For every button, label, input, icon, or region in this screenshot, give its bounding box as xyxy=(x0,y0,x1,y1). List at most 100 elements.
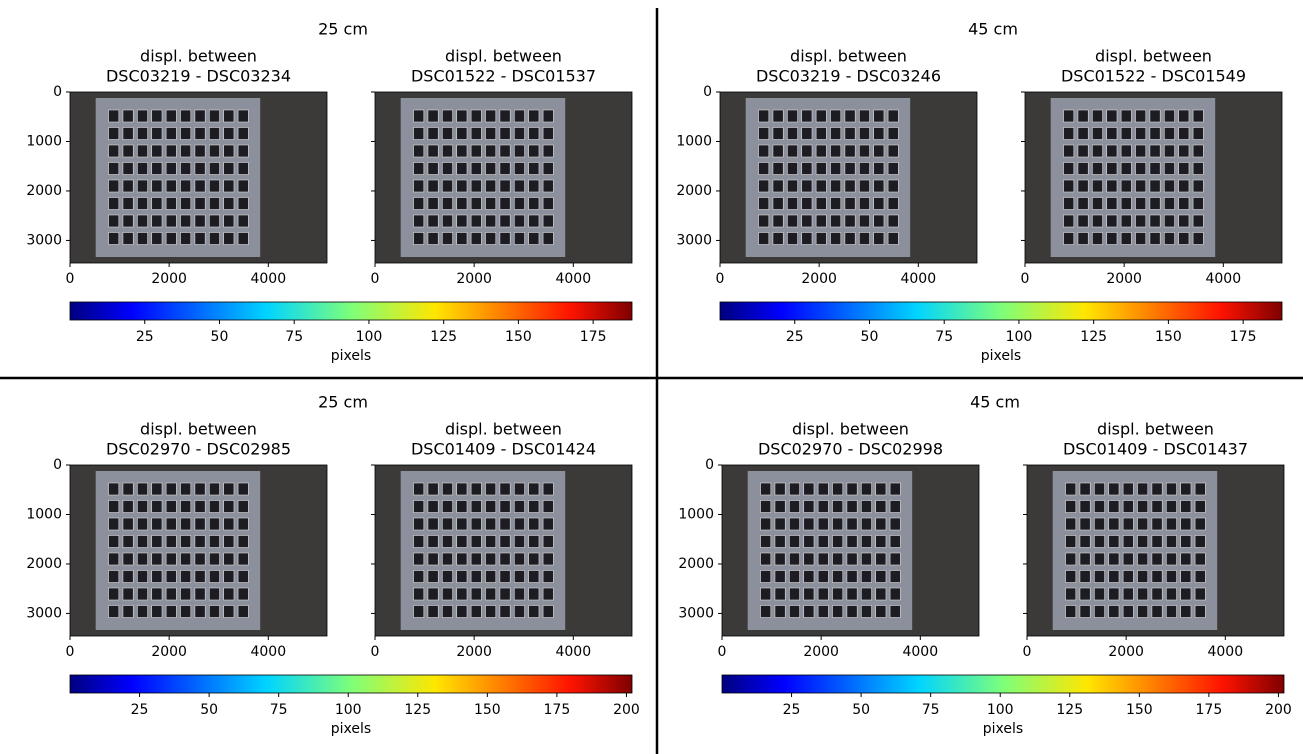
photo-marker xyxy=(859,215,869,227)
photo-marker xyxy=(1193,163,1203,175)
photo-marker xyxy=(802,180,812,192)
photo-marker xyxy=(500,215,510,227)
photo-marker xyxy=(137,483,147,495)
photo-marker xyxy=(773,145,783,157)
photo-marker xyxy=(471,571,481,583)
photo-marker xyxy=(1166,483,1176,495)
colorbar-tick-label: 100 xyxy=(356,329,383,345)
photo-marker xyxy=(414,518,424,530)
photo-marker xyxy=(831,128,841,140)
photo-marker xyxy=(514,128,524,140)
photo-marker xyxy=(833,588,843,600)
photo-marker xyxy=(1094,588,1104,600)
photo-marker xyxy=(888,215,898,227)
photo-marker xyxy=(457,553,467,565)
photo-marker xyxy=(123,483,133,495)
photo-marker xyxy=(209,163,219,175)
photo-marker xyxy=(166,198,176,210)
photo-marker xyxy=(514,518,524,530)
photo-marker xyxy=(888,128,898,140)
photo-marker xyxy=(195,163,205,175)
photo-marker xyxy=(238,606,248,618)
photo-marker xyxy=(209,233,219,245)
photo-marker xyxy=(1150,110,1160,122)
photo-marker xyxy=(123,571,133,583)
photo-marker xyxy=(1080,571,1090,583)
x-tick-label: 0 xyxy=(716,271,725,287)
photo-marker xyxy=(1193,215,1203,227)
photo-marker xyxy=(888,180,898,192)
colorbar-tick-label: 25 xyxy=(131,702,149,718)
photo-marker xyxy=(831,145,841,157)
photo-marker xyxy=(457,110,467,122)
photo-marker xyxy=(457,233,467,245)
y-tick-label: 0 xyxy=(705,457,714,473)
photo-marker xyxy=(789,606,799,618)
photo-marker xyxy=(137,501,147,513)
photo-marker xyxy=(1078,163,1088,175)
photo-marker xyxy=(500,518,510,530)
photo-marker xyxy=(1064,128,1074,140)
photo-marker xyxy=(500,536,510,548)
x-tick-label: 4000 xyxy=(250,644,286,660)
photo-marker xyxy=(759,198,769,210)
photo-marker xyxy=(152,588,162,600)
photo-marker xyxy=(761,553,771,565)
photo-marker xyxy=(1066,501,1076,513)
photo-marker xyxy=(137,145,147,157)
photo-marker xyxy=(1166,606,1176,618)
photo-marker xyxy=(181,606,191,618)
photo-marker xyxy=(1066,588,1076,600)
photo-marker xyxy=(195,198,205,210)
colorbar-label: pixels xyxy=(983,721,1023,737)
photo-marker xyxy=(1179,233,1189,245)
photo-marker xyxy=(500,145,510,157)
photo-marker xyxy=(166,215,176,227)
photo-marker xyxy=(224,606,234,618)
x-tick-label: 4000 xyxy=(555,271,591,287)
x-tick-label: 2000 xyxy=(456,271,492,287)
photo-marker xyxy=(888,163,898,175)
y-tick-label: 2000 xyxy=(678,556,714,572)
y-tick-label: 1000 xyxy=(676,133,712,149)
photo-marker xyxy=(442,180,452,192)
photo-marker xyxy=(428,128,438,140)
photo-marker xyxy=(414,588,424,600)
colorbar-tick-label: 175 xyxy=(580,329,607,345)
photo-marker xyxy=(123,501,133,513)
photo-marker xyxy=(1166,588,1176,600)
x-tick-label: 2000 xyxy=(803,644,839,660)
photo-marker xyxy=(1164,110,1174,122)
photo-marker xyxy=(209,180,219,192)
photo-marker xyxy=(861,553,871,565)
photo-marker xyxy=(1138,553,1148,565)
photo-marker xyxy=(166,553,176,565)
photo-marker xyxy=(1181,606,1191,618)
photo-marker xyxy=(761,588,771,600)
photo-marker xyxy=(238,128,248,140)
photo-marker xyxy=(888,110,898,122)
photo-marker xyxy=(238,233,248,245)
photo-marker xyxy=(471,536,481,548)
photo-marker xyxy=(442,163,452,175)
photo-marker xyxy=(238,215,248,227)
colorbar-tick-label: 25 xyxy=(783,702,801,718)
photo-marker xyxy=(787,128,797,140)
photo-marker xyxy=(1123,536,1133,548)
photo-marker xyxy=(152,536,162,548)
photo-marker xyxy=(1109,553,1119,565)
colorbar-tick-label: 100 xyxy=(335,702,362,718)
photo-marker xyxy=(442,553,452,565)
photo-marker xyxy=(137,518,147,530)
photo-marker xyxy=(209,588,219,600)
photo-marker xyxy=(457,518,467,530)
photo-marker xyxy=(137,163,147,175)
photo-marker xyxy=(1107,215,1117,227)
photo-marker xyxy=(1181,501,1191,513)
photo-marker xyxy=(847,483,857,495)
photo-marker xyxy=(818,588,828,600)
photo-marker xyxy=(166,571,176,583)
photo-marker xyxy=(543,145,553,157)
photo-marker xyxy=(845,233,855,245)
photo-marker xyxy=(514,198,524,210)
